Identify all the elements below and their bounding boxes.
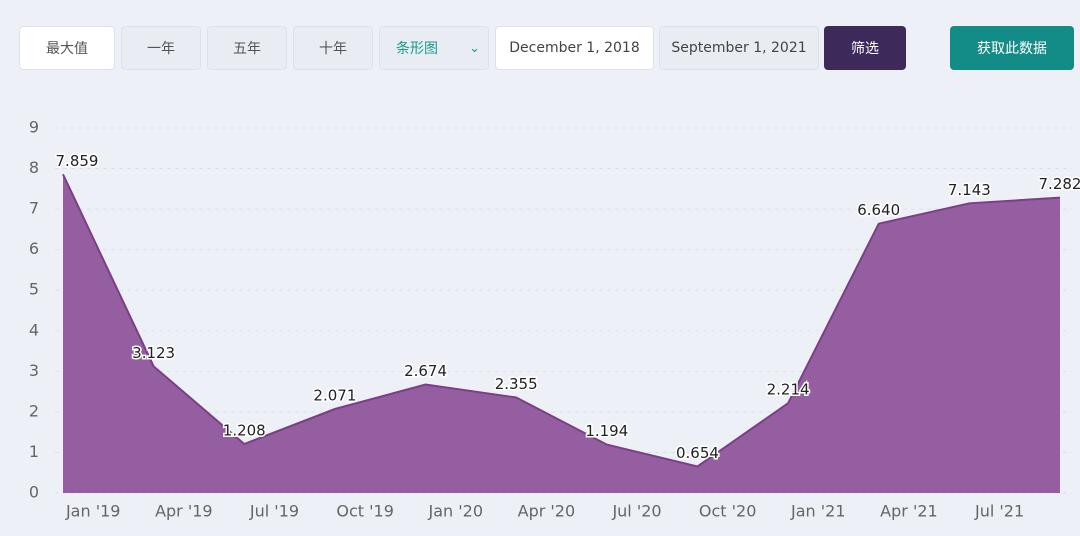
y-tick-label: 6	[29, 239, 39, 258]
x-tick-label: Apr '19	[155, 502, 213, 521]
value-label: 2.355	[495, 375, 538, 393]
y-tick-label: 1	[29, 442, 39, 461]
line	[62, 173, 1061, 468]
range-button[interactable]: 最大值	[19, 26, 115, 70]
range-button[interactable]: 一年	[121, 26, 201, 70]
value-label: 6.640	[857, 201, 900, 219]
value-label: 2.674	[404, 362, 447, 380]
y-tick-label: 8	[29, 158, 39, 177]
select-text: 条形图	[396, 41, 438, 57]
y-tick-label: 9	[29, 118, 39, 137]
x-tick-label: Jul '21	[974, 502, 1024, 521]
x-tick-label: Apr '21	[880, 502, 938, 521]
value-label: 1.194	[585, 422, 628, 440]
x-tick-label: Jan '20	[427, 502, 483, 521]
x-tick-label: Oct '20	[699, 502, 757, 521]
area	[63, 174, 1060, 493]
y-tick-label: 3	[29, 361, 39, 380]
range-button[interactable]: 五年	[207, 26, 287, 70]
end-date-input[interactable]: September 1, 2021	[659, 26, 819, 70]
value-label: 2.071	[313, 387, 356, 405]
y-tick-label: 7	[29, 199, 39, 218]
value-label: 7.282	[1039, 175, 1080, 193]
x-tick-label: Jul '19	[249, 502, 299, 521]
y-tick-label: 5	[29, 280, 39, 299]
x-tick-label: Apr '20	[518, 502, 576, 521]
y-tick-label: 2	[29, 401, 39, 420]
x-tick-label: Oct '19	[336, 502, 394, 521]
value-label: 1.208	[223, 422, 266, 440]
value-label: 0.654	[676, 444, 719, 462]
x-tick-label: Jan '21	[790, 502, 846, 521]
chevron: ⌄	[469, 40, 480, 56]
filter-button[interactable]: 筛选	[824, 26, 906, 70]
y-tick-label: 4	[29, 320, 39, 339]
x-tick-label: Jul '20	[611, 502, 661, 521]
range-button[interactable]: 十年	[293, 26, 373, 70]
start-date-input[interactable]: December 1, 2018	[495, 26, 654, 70]
value-label: 2.214	[767, 381, 810, 399]
chart-type-select[interactable]: 条形图 ⌄	[379, 26, 489, 70]
value-label: 7.859	[56, 152, 99, 170]
x-tick-label: Jan '19	[65, 502, 121, 521]
y-tick-label: 0	[29, 483, 39, 502]
get-data-button[interactable]: 获取此数据	[950, 26, 1074, 70]
value-label: 3.123	[132, 344, 175, 362]
value-label: 7.143	[948, 181, 991, 199]
